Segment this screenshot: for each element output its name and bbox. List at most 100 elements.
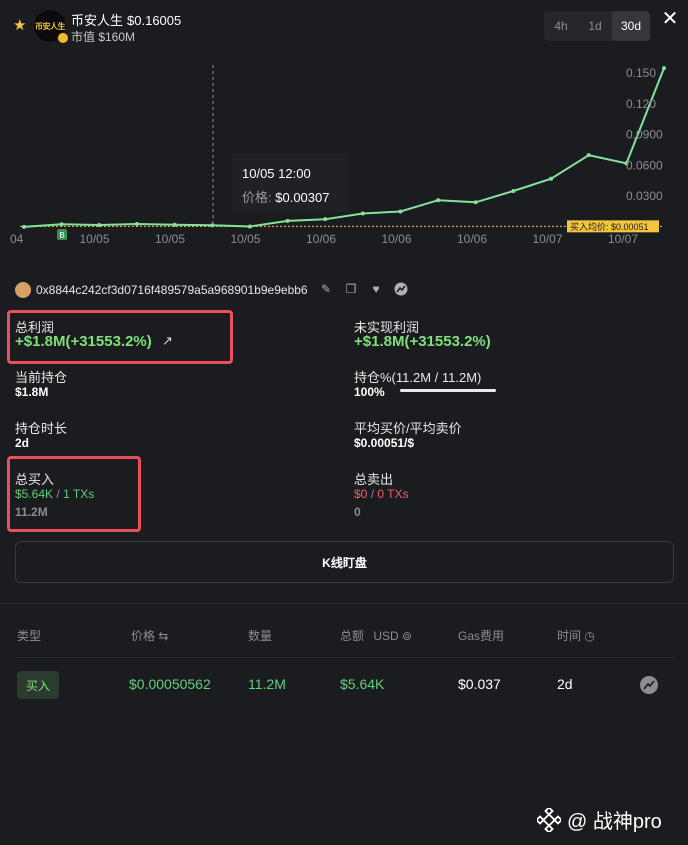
total-buy-label: 总买入: [15, 472, 55, 487]
avg-price-label: 平均买价/平均卖价: [354, 421, 462, 436]
wallet-analysis-icon[interactable]: [393, 281, 409, 297]
holding-duration-value: 2d: [15, 436, 30, 450]
timeframe-4h[interactable]: 4h: [554, 19, 568, 33]
y-tick-label: 0.120: [626, 97, 656, 111]
holding-progress-fill: [400, 389, 496, 392]
chart-tooltip: 10/05 12:00 价格: $0.00307: [232, 154, 348, 212]
favorite-star-icon[interactable]: ★: [13, 17, 27, 34]
external-link-icon[interactable]: ↗: [162, 333, 173, 348]
total-profit-value: +$1.8M(+31553.2%): [15, 333, 152, 350]
avg-buy-tag-label: 买入均价: $0.00051: [570, 221, 649, 232]
price-point: [624, 161, 629, 166]
col-header-price[interactable]: 价格 ⇆: [131, 629, 169, 643]
wallet-address: 0x8844c242cf3d0716f489579a5a968901b9e9eb…: [36, 283, 308, 297]
wallet-avatar: [15, 282, 31, 298]
x-tick-label: 10/06: [457, 232, 487, 246]
tooltip-price-label: 价格:: [242, 190, 272, 205]
copy-icon[interactable]: ❐: [345, 282, 357, 296]
currency-switch-icon[interactable]: ⊚: [402, 629, 413, 643]
watermark: @ 战神pro: [537, 805, 662, 834]
wallet-actions: ✎ ❐ ♥: [318, 281, 409, 297]
price-point: [22, 224, 26, 229]
total-sell-amount: 0: [354, 505, 361, 519]
col-header-amount: 数量: [248, 629, 273, 643]
price-point: [473, 200, 478, 205]
token-price: $0.16005: [127, 13, 182, 28]
x-tick-label: 10/05: [155, 232, 185, 246]
col-header-total-label: 总额: [340, 629, 365, 643]
tx-price: $0.00050562: [129, 676, 211, 692]
edit-icon[interactable]: ✎: [320, 282, 332, 296]
unrealized-profit-label: 未实现利润: [354, 320, 420, 335]
holding-progress-bar: [400, 389, 496, 392]
total-buy-summary: $5.64K / 1 TXs: [15, 487, 94, 501]
token-avatar: 币安人生: [34, 10, 69, 44]
tx-type-badge: 买入: [17, 671, 59, 699]
y-tick-label: 0.0300: [626, 189, 663, 203]
holding-pct-value: 100%: [354, 385, 385, 399]
price-point: [172, 222, 177, 227]
total-sell-usd: $0: [354, 487, 368, 501]
total-buy-usd: $5.64K: [15, 487, 54, 501]
price-chart[interactable]: 04 10/05 10/05 10/05 10/06 10/06 10/06 10/07 10/…: [0, 55, 688, 255]
price-point: [247, 224, 252, 229]
price-point: [398, 209, 403, 214]
tooltip-price: 价格: $0.00307: [242, 187, 338, 206]
buy-marker-icon: B: [57, 229, 67, 240]
token-name: 币安人生: [71, 13, 124, 28]
current-holding-value: $1.8M: [15, 385, 49, 399]
clock-icon: ◷: [584, 629, 595, 643]
avg-price-value: $0.00051/$: [354, 436, 415, 450]
timeframe-selector: 4h 1d 30d: [544, 11, 650, 41]
total-sell-label: 总卖出: [354, 472, 394, 487]
close-icon[interactable]: ✕: [661, 8, 679, 30]
tooltip-time: 10/05 12:00: [242, 166, 311, 181]
watermark-text: @ 战神pro: [567, 811, 662, 833]
total-sell-txs: 0 TXs: [377, 487, 409, 501]
x-tick-label: 10/06: [306, 232, 336, 246]
svg-text:B: B: [59, 231, 64, 240]
total-profit-label: 总利润: [15, 320, 55, 335]
timeframe-1d[interactable]: 1d: [588, 19, 602, 33]
token-logo-text: 币安人生: [35, 21, 66, 31]
x-tick-label: 10/07: [533, 232, 563, 246]
tx-time: 2d: [557, 676, 573, 692]
timeframe-30d[interactable]: 30d: [612, 11, 650, 41]
y-tick-label: 0.0900: [626, 128, 663, 142]
col-header-currency[interactable]: USD: [373, 629, 399, 643]
x-tick-label: 04: [10, 232, 24, 246]
kline-watch-button[interactable]: K线盯盘: [15, 541, 674, 583]
col-header-time-label: 时间: [557, 629, 582, 643]
market-cap: 市值 $160M: [71, 30, 136, 44]
x-tick-label: 10/07: [608, 232, 638, 246]
col-header-time[interactable]: 时间 ◷: [557, 627, 595, 644]
tx-gas: $0.037: [458, 676, 501, 692]
token-title: 币安人生 $0.16005: [71, 10, 181, 29]
section-divider: [0, 603, 688, 604]
col-header-total: 总额 USD ⊚: [340, 627, 412, 644]
heart-icon[interactable]: ♥: [372, 282, 380, 296]
verified-badge-icon: [57, 32, 69, 44]
avg-buy-tag: [567, 220, 659, 233]
profit-highlight-box: [7, 310, 233, 364]
y-tick-label: 0.0600: [626, 158, 663, 172]
total-buy-txs: 1 TXs: [63, 487, 95, 501]
price-series-line: [23, 67, 665, 228]
binance-diamond-icon: [537, 807, 561, 832]
tx-total: $5.64K: [340, 676, 385, 692]
current-holding-label: 当前持仓: [15, 370, 68, 385]
col-header-type: 类型: [17, 629, 42, 643]
x-tick-label: 10/05: [80, 232, 110, 246]
price-point: [285, 218, 290, 223]
price-point: [97, 223, 102, 228]
price-point: [549, 176, 554, 181]
total-buy-amount: 11.2M: [15, 505, 48, 519]
price-point: [210, 223, 215, 228]
buy-highlight-box: [7, 456, 141, 532]
tx-explorer-icon[interactable]: [640, 676, 658, 694]
price-point: [134, 221, 139, 226]
price-point: [59, 222, 64, 227]
price-point: [662, 66, 666, 71]
tooltip-price-value: $0.00307: [275, 190, 330, 205]
y-tick-label: 0.150: [626, 66, 656, 80]
